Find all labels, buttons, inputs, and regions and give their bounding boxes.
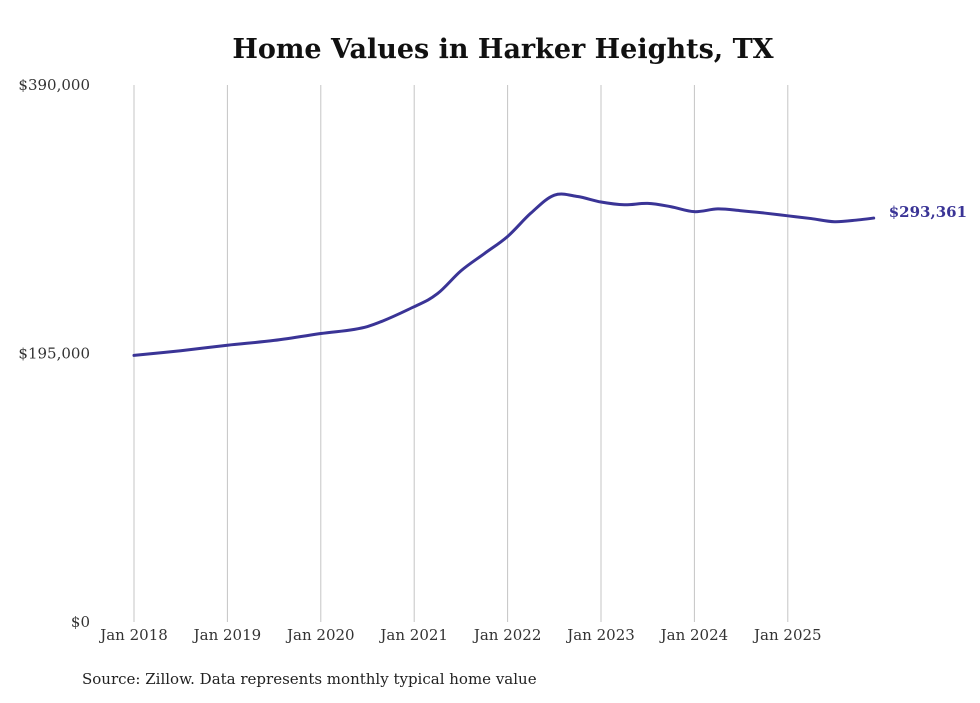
y-tick-label: $195,000 (18, 345, 90, 363)
x-tick-label: Jan 2022 (472, 626, 542, 644)
x-tick-label: Jan 2021 (378, 626, 448, 644)
y-tick-label: $390,000 (18, 76, 90, 94)
chart-title: Home Values in Harker Heights, TX (232, 34, 773, 65)
x-tick-label: Jan 2018 (98, 626, 168, 644)
series-line (132, 192, 876, 357)
x-tick-label: Jan 2024 (659, 626, 729, 644)
x-tick-label: Jan 2025 (752, 626, 822, 644)
x-tick-label: Jan 2020 (285, 626, 355, 644)
y-tick-label: $0 (71, 613, 90, 631)
x-tick-label: Jan 2019 (192, 626, 262, 644)
end-value-label: $293,361 (889, 203, 967, 221)
source-note: Source: Zillow. Data represents monthly … (82, 670, 537, 688)
x-tick-label: Jan 2023 (565, 626, 635, 644)
